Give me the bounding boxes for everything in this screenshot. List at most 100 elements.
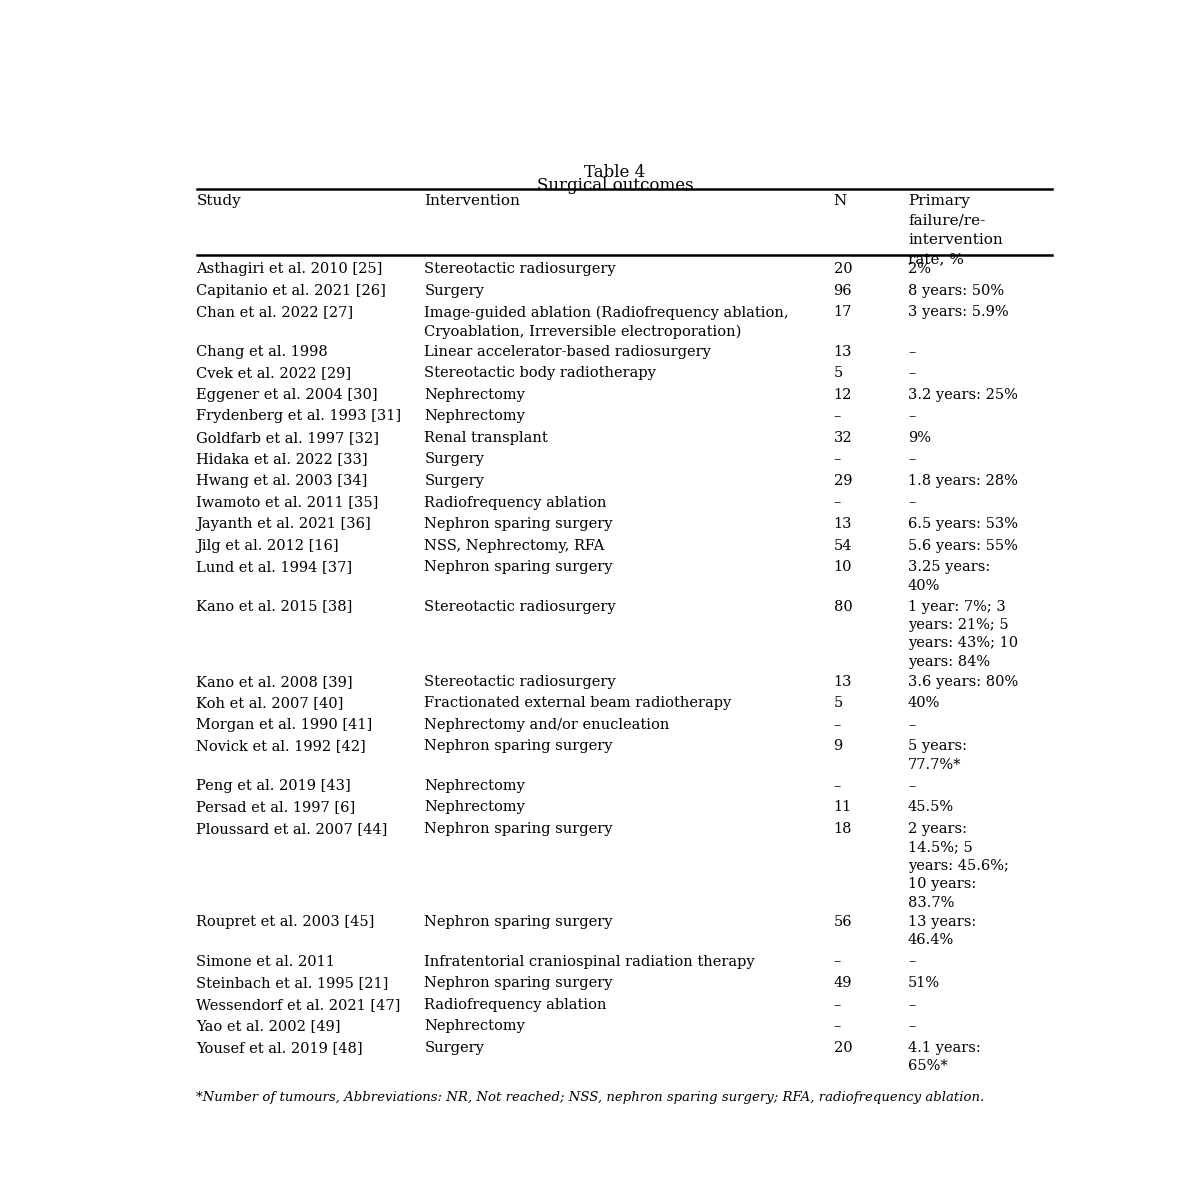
- Text: Yousef et al. 2019 [48]: Yousef et al. 2019 [48]: [197, 1041, 364, 1055]
- Text: Surgery: Surgery: [425, 474, 485, 488]
- Text: Intervention: Intervention: [425, 194, 521, 208]
- Text: Surgical outcomes: Surgical outcomes: [536, 176, 694, 194]
- Text: 13 years:
46.4%: 13 years: 46.4%: [908, 915, 977, 948]
- Text: Table 4: Table 4: [584, 164, 646, 181]
- Text: Koh et al. 2007 [40]: Koh et al. 2007 [40]: [197, 697, 344, 710]
- Text: 1 year: 7%; 3
years: 21%; 5
years: 43%; 10
years: 84%: 1 year: 7%; 3 years: 21%; 5 years: 43%; …: [908, 599, 1018, 669]
- Text: 40%: 40%: [908, 697, 941, 710]
- Text: –: –: [834, 954, 841, 968]
- Text: Roupret et al. 2003 [45]: Roupret et al. 2003 [45]: [197, 915, 374, 929]
- Text: Nephron sparing surgery: Nephron sparing surgery: [425, 915, 613, 929]
- Text: Nephrectomy: Nephrectomy: [425, 779, 526, 793]
- Text: Fractionated external beam radiotherapy: Fractionated external beam radiotherapy: [425, 697, 732, 710]
- Text: 3.2 years: 25%: 3.2 years: 25%: [908, 388, 1018, 401]
- Text: 9: 9: [834, 740, 842, 754]
- Text: Lund et al. 1994 [37]: Lund et al. 1994 [37]: [197, 560, 353, 574]
- Text: 56: 56: [834, 915, 852, 929]
- Text: Hidaka et al. 2022 [33]: Hidaka et al. 2022 [33]: [197, 453, 368, 467]
- Text: 13: 13: [834, 675, 852, 688]
- Text: Infratentorial craniospinal radiation therapy: Infratentorial craniospinal radiation th…: [425, 954, 755, 968]
- Text: 5: 5: [834, 366, 842, 380]
- Text: Wessendorf et al. 2021 [47]: Wessendorf et al. 2021 [47]: [197, 998, 401, 1011]
- Text: –: –: [834, 998, 841, 1011]
- Text: –: –: [834, 779, 841, 793]
- Text: 54: 54: [834, 538, 852, 553]
- Text: 80: 80: [834, 599, 852, 613]
- Text: Ploussard et al. 2007 [44]: Ploussard et al. 2007 [44]: [197, 822, 388, 836]
- Text: 17: 17: [834, 305, 852, 319]
- Text: 9%: 9%: [908, 431, 931, 445]
- Text: 18: 18: [834, 822, 852, 836]
- Text: –: –: [834, 718, 841, 732]
- Text: Yao et al. 2002 [49]: Yao et al. 2002 [49]: [197, 1019, 341, 1033]
- Text: N: N: [834, 194, 847, 208]
- Text: Stereotactic radiosurgery: Stereotactic radiosurgery: [425, 599, 616, 613]
- Text: Jilg et al. 2012 [16]: Jilg et al. 2012 [16]: [197, 538, 340, 553]
- Text: –: –: [834, 410, 841, 423]
- Text: Nephron sparing surgery: Nephron sparing surgery: [425, 740, 613, 754]
- Text: 12: 12: [834, 388, 852, 401]
- Text: 11: 11: [834, 800, 852, 815]
- Text: 13: 13: [834, 344, 852, 358]
- Text: Nephrectomy: Nephrectomy: [425, 410, 526, 423]
- Text: –: –: [908, 998, 916, 1011]
- Text: 2 years:
14.5%; 5
years: 45.6%;
10 years:
83.7%: 2 years: 14.5%; 5 years: 45.6%; 10 years…: [908, 822, 1009, 910]
- Text: Radiofrequency ablation: Radiofrequency ablation: [425, 495, 607, 510]
- Text: Hwang et al. 2003 [34]: Hwang et al. 2003 [34]: [197, 474, 368, 488]
- Text: 13: 13: [834, 517, 852, 531]
- Text: Kano et al. 2008 [39]: Kano et al. 2008 [39]: [197, 675, 353, 688]
- Text: Jayanth et al. 2021 [36]: Jayanth et al. 2021 [36]: [197, 517, 371, 531]
- Text: Novick et al. 1992 [42]: Novick et al. 1992 [42]: [197, 740, 366, 754]
- Text: Asthagiri et al. 2010 [25]: Asthagiri et al. 2010 [25]: [197, 262, 383, 276]
- Text: 5.6 years: 55%: 5.6 years: 55%: [908, 538, 1018, 553]
- Text: Capitanio et al. 2021 [26]: Capitanio et al. 2021 [26]: [197, 283, 386, 298]
- Text: Nephron sparing surgery: Nephron sparing surgery: [425, 517, 613, 531]
- Text: 6.5 years: 53%: 6.5 years: 53%: [908, 517, 1018, 531]
- Text: 10: 10: [834, 560, 852, 574]
- Text: 3.25 years:
40%: 3.25 years: 40%: [908, 560, 990, 593]
- Text: Stereotactic radiosurgery: Stereotactic radiosurgery: [425, 675, 616, 688]
- Text: Nephron sparing surgery: Nephron sparing surgery: [425, 977, 613, 990]
- Text: 20: 20: [834, 262, 852, 276]
- Text: Nephrectomy: Nephrectomy: [425, 1019, 526, 1033]
- Text: 3.6 years: 80%: 3.6 years: 80%: [908, 675, 1018, 688]
- Text: –: –: [908, 344, 916, 358]
- Text: 32: 32: [834, 431, 852, 445]
- Text: Radiofrequency ablation: Radiofrequency ablation: [425, 998, 607, 1011]
- Text: Surgery: Surgery: [425, 1041, 485, 1055]
- Text: Surgery: Surgery: [425, 453, 485, 467]
- Text: Surgery: Surgery: [425, 283, 485, 298]
- Text: 3 years: 5.9%: 3 years: 5.9%: [908, 305, 1008, 319]
- Text: Nephrectomy: Nephrectomy: [425, 800, 526, 815]
- Text: Nephron sparing surgery: Nephron sparing surgery: [425, 560, 613, 574]
- Text: Primary
failure/re-
intervention
rate, %: Primary failure/re- intervention rate, %: [908, 194, 1003, 267]
- Text: –: –: [908, 495, 916, 510]
- Text: –: –: [908, 366, 916, 380]
- Text: Eggener et al. 2004 [30]: Eggener et al. 2004 [30]: [197, 388, 378, 401]
- Text: 5: 5: [834, 697, 842, 710]
- Text: Simone et al. 2011: Simone et al. 2011: [197, 954, 335, 968]
- Text: 4.1 years:
65%*: 4.1 years: 65%*: [908, 1041, 980, 1073]
- Text: –: –: [834, 453, 841, 467]
- Text: Stereotactic radiosurgery: Stereotactic radiosurgery: [425, 262, 616, 276]
- Text: –: –: [908, 954, 916, 968]
- Text: 8 years: 50%: 8 years: 50%: [908, 283, 1004, 298]
- Text: Cvek et al. 2022 [29]: Cvek et al. 2022 [29]: [197, 366, 352, 380]
- Text: Persad et al. 1997 [6]: Persad et al. 1997 [6]: [197, 800, 355, 815]
- Text: 29: 29: [834, 474, 852, 488]
- Text: Peng et al. 2019 [43]: Peng et al. 2019 [43]: [197, 779, 352, 793]
- Text: 5 years:
77.7%*: 5 years: 77.7%*: [908, 740, 967, 772]
- Text: Image-guided ablation (Radiofrequency ablation,
Cryoablation, Irreversible elect: Image-guided ablation (Radiofrequency ab…: [425, 305, 788, 338]
- Text: –: –: [908, 410, 916, 423]
- Text: *Number of tumours, Abbreviations: NR, Not reached; NSS, nephron sparing surgery: *Number of tumours, Abbreviations: NR, N…: [197, 1091, 985, 1104]
- Text: Goldfarb et al. 1997 [32]: Goldfarb et al. 1997 [32]: [197, 431, 379, 445]
- Text: Steinbach et al. 1995 [21]: Steinbach et al. 1995 [21]: [197, 977, 389, 990]
- Text: Kano et al. 2015 [38]: Kano et al. 2015 [38]: [197, 599, 353, 613]
- Text: Nephron sparing surgery: Nephron sparing surgery: [425, 822, 613, 836]
- Text: Linear accelerator-based radiosurgery: Linear accelerator-based radiosurgery: [425, 344, 712, 358]
- Text: –: –: [908, 779, 916, 793]
- Text: –: –: [908, 1019, 916, 1033]
- Text: 45.5%: 45.5%: [908, 800, 954, 815]
- Text: Nephrectomy: Nephrectomy: [425, 388, 526, 401]
- Text: 49: 49: [834, 977, 852, 990]
